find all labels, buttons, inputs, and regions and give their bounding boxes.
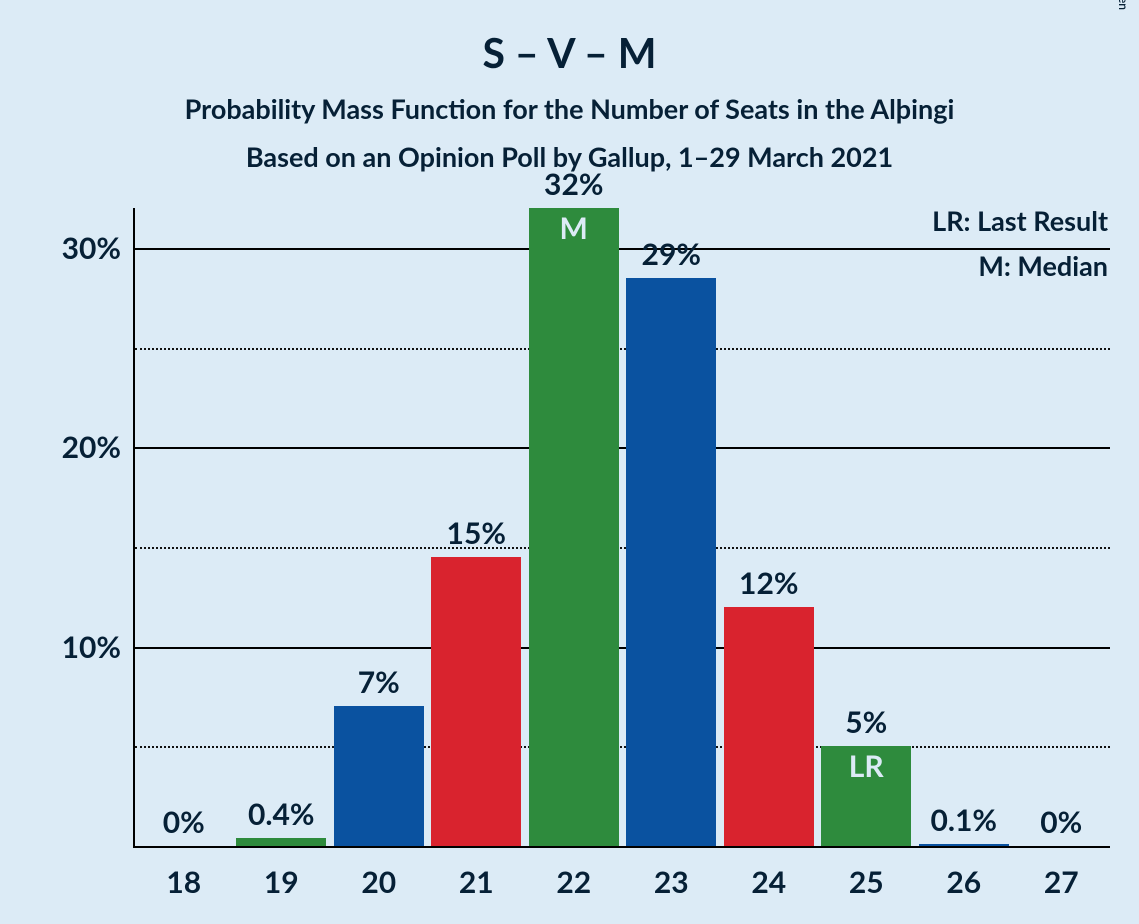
bar-value-label: 0% (1013, 804, 1111, 840)
legend-line: LR: Last Result (932, 204, 1108, 237)
chart-canvas: S – V – M Probability Mass Function for t… (0, 0, 1139, 924)
legend-line: M: Median (978, 249, 1108, 282)
bar-inner-label: M (529, 210, 619, 246)
y-tick-label: 20% (62, 429, 135, 465)
y-tick-label: 10% (62, 629, 135, 665)
chart-subtitle-1: Probability Mass Function for the Number… (0, 92, 1139, 125)
gridline (135, 547, 1110, 549)
bar (431, 557, 521, 846)
chart-title: S – V – M (0, 28, 1139, 77)
bar-value-label: 12% (720, 565, 818, 601)
x-tick-label: 20 (361, 846, 396, 900)
x-tick-label: 24 (751, 846, 786, 900)
gridline (135, 447, 1110, 449)
x-tick-label: 18 (166, 846, 201, 900)
bar-value-label: 29% (623, 236, 721, 272)
gridline (135, 647, 1110, 649)
bar-value-label: 0.4% (233, 796, 331, 832)
gridline (135, 746, 1110, 748)
bar-value-label: 0.1% (915, 802, 1013, 838)
y-tick-label: 30% (62, 230, 135, 266)
y-axis (133, 208, 135, 848)
bar-inner-label: LR (821, 748, 911, 784)
bar-value-label: 32% (525, 166, 623, 202)
bar (236, 838, 326, 846)
bar-value-label: 15% (428, 515, 526, 551)
bar (724, 607, 814, 846)
x-axis (135, 846, 1110, 848)
x-tick-label: 19 (264, 846, 299, 900)
bar (529, 208, 619, 846)
x-tick-label: 21 (459, 846, 494, 900)
x-tick-label: 22 (556, 846, 591, 900)
x-tick-label: 27 (1044, 846, 1079, 900)
gridline (135, 348, 1110, 350)
x-tick-label: 26 (946, 846, 981, 900)
plot-area: 10%20%30%0%180.4%197%2015%2132%M2229%231… (135, 208, 1110, 846)
bar-value-label: 7% (330, 664, 428, 700)
x-tick-label: 23 (654, 846, 689, 900)
x-tick-label: 25 (849, 846, 884, 900)
bar (626, 278, 716, 846)
bar-value-label: 5% (818, 704, 916, 740)
bar (334, 706, 424, 846)
copyright: © 2021 Filip van Laenen (1116, 0, 1131, 10)
bar-value-label: 0% (135, 804, 233, 840)
